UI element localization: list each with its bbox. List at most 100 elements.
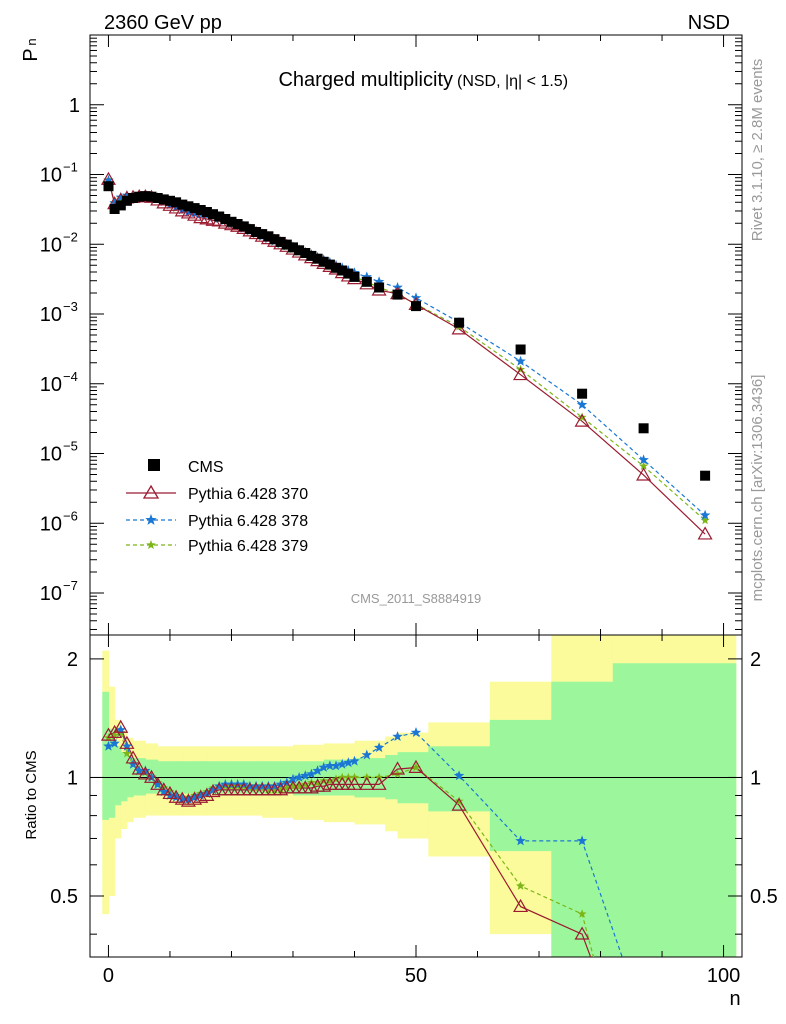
ratio-point-370: [180, 793, 196, 807]
ratio-point-378: [515, 835, 526, 846]
y-tick-label: 10: [40, 374, 62, 396]
cms-data-point: [201, 207, 212, 217]
cms-data-point: [318, 256, 329, 267]
ratio-point-370: [359, 776, 375, 790]
series-point-378: [638, 454, 649, 465]
ratio-point-378: [189, 791, 200, 802]
ratio-point-379: [454, 796, 464, 806]
y-tick-label-exponent: −6: [63, 508, 78, 523]
cms-data-point: [183, 201, 194, 212]
ratio-point-379: [270, 785, 280, 794]
ratio-point-370: [113, 719, 129, 733]
ratio-band-inner: [120, 752, 128, 802]
cms-data-point: [275, 236, 286, 247]
ratio-point-378: [244, 780, 256, 791]
ratio-point-379: [411, 762, 421, 772]
ratio-point-378: [121, 740, 133, 751]
ratio-band-inner: [114, 746, 122, 806]
ratio-point-378: [146, 772, 157, 782]
ratio-point-370: [187, 791, 203, 805]
y-tick-label-exponent: −1: [63, 160, 78, 175]
ratio-point-378: [115, 724, 126, 735]
ratio-point-378: [337, 758, 348, 769]
ratio-band-inner: [102, 691, 109, 820]
main-series-group: [100, 171, 713, 540]
ratio-point-378: [207, 784, 219, 795]
ratio-point-379: [122, 748, 132, 758]
cms-data-point: [577, 388, 588, 399]
series-point-378: [183, 206, 194, 217]
ratio-point-370: [273, 782, 289, 796]
ratio-point-370: [193, 789, 209, 803]
cms-data-point: [146, 191, 157, 202]
ratio-point-370: [119, 735, 135, 749]
ratio-point-379: [300, 779, 310, 789]
ratio-point-370: [408, 759, 424, 773]
cms-data-point: [128, 193, 139, 203]
ratio-point-378: [306, 768, 317, 779]
ratio-point-378: [140, 765, 151, 776]
series-point-370: [451, 321, 467, 335]
ratio-band-inner: [126, 755, 134, 798]
ratio-point-378: [392, 731, 403, 741]
header-process-label: NSD: [688, 12, 730, 34]
ratio-point-370: [574, 926, 590, 940]
y-tick-label-exponent: −7: [63, 578, 78, 593]
ratio-point-378: [213, 780, 225, 791]
ratio-point-370: [346, 776, 363, 790]
cms-data-point: [300, 248, 311, 258]
cms-data-point: [263, 231, 274, 242]
ratio-point-370: [199, 787, 215, 801]
cms-data-point: [232, 219, 243, 229]
cms-data-point: [392, 289, 403, 300]
analysis-label: CMS_2011_S8884919: [351, 591, 482, 606]
ratio-point-378: [318, 762, 329, 772]
cms-data-point: [140, 191, 151, 202]
ratio-point-379: [263, 785, 273, 794]
ratio-point-378: [127, 758, 139, 769]
cms-data-point: [226, 216, 237, 227]
cms-data-point: [288, 242, 298, 253]
cms-data-point: [515, 344, 526, 355]
cms-data-point: [244, 224, 255, 235]
cms-data-point: [638, 423, 649, 434]
ratio-point-378: [195, 790, 206, 800]
chart-title: Charged multiplicity: [278, 69, 453, 91]
series-point-379: [700, 515, 710, 525]
ratio-point-379: [516, 881, 526, 890]
ratio-point-378: [109, 737, 120, 748]
ratio-y-tick-label-right: 0.5: [750, 886, 778, 908]
chart-title-suffix: (NSD, |η| < 1.5): [457, 73, 568, 90]
ratio-y-tick-label-right: 1: [750, 767, 761, 789]
cms-data-point: [306, 250, 317, 261]
ratio-point-370: [316, 778, 332, 792]
cms-data-point: [158, 194, 169, 205]
cms-data-point: [257, 229, 268, 240]
ratio-point-370: [150, 776, 166, 790]
y-tick-label-exponent: −4: [63, 369, 78, 384]
ratio-point-370: [100, 727, 116, 741]
series-layer: [100, 171, 713, 540]
series-point-378: [576, 399, 588, 410]
y-tick-label: 10: [40, 304, 62, 326]
ratio-series-group: [100, 719, 623, 957]
mcplots-label: mcplots.cern.ch [arXiv:1306.3436]: [749, 375, 766, 602]
series-point-370: [697, 526, 713, 540]
cms-data-point: [220, 214, 231, 224]
cms-data-point: [134, 191, 145, 202]
cms-data-point: [251, 227, 262, 237]
ratio-y-tick-label: 1: [67, 767, 78, 789]
ratio-point-378: [293, 772, 305, 782]
x-tick-label: 100: [707, 965, 740, 987]
ratio-point-378: [263, 780, 274, 791]
legend-label-370: Pythia 6.428 370: [188, 486, 308, 503]
cms-data-point: [189, 203, 200, 214]
ratio-point-378: [287, 773, 299, 784]
ratio-point-379: [577, 909, 587, 918]
cms-data-point: [361, 276, 372, 287]
legend-marker-370: [142, 484, 160, 499]
cms-data-point: [214, 211, 225, 222]
cms-data-point: [700, 470, 711, 481]
